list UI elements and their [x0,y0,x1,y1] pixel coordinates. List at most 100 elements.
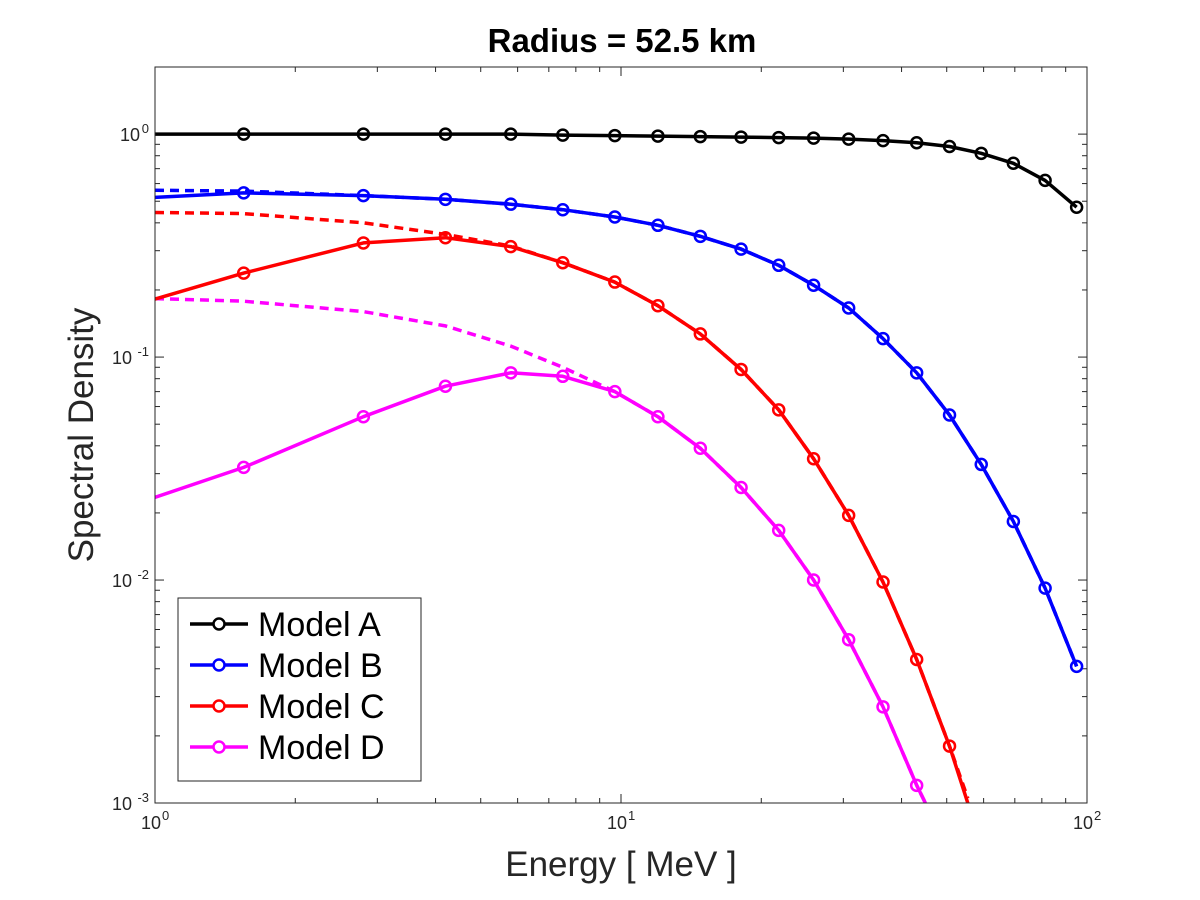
data-point-model-b [734,242,748,256]
legend-marker [212,740,226,754]
data-point-model-d [806,573,821,587]
data-point-model-c [556,255,570,270]
data-point-model-b [974,457,988,472]
legend-marker [212,617,226,631]
data-point-model-a [1069,200,1084,214]
y-tick-label-exponent: -1 [137,344,149,359]
data-point-model-a [504,127,518,141]
series-line-model-b [155,191,1079,668]
data-point-model-d [841,632,856,647]
data-point-model-a [1006,156,1021,171]
data-point-model-b [771,258,786,273]
x-tick-label: 10 [141,813,161,833]
x-tick-label: 10 [607,813,627,833]
legend-marker [212,699,226,713]
data-point-model-a [806,131,821,145]
data-point-model-c [942,739,957,753]
data-point-model-a [942,139,957,154]
data-point-model-b [942,408,957,422]
data-point-model-b [1038,581,1052,595]
data-point-model-d [556,369,570,384]
data-point-model-b [236,186,251,200]
data-point-model-a [236,127,251,141]
data-point-model-a [651,129,665,143]
data-point-model-c [876,575,890,589]
x-tick-labels: 10 0 10 1 10 2 [141,808,1101,833]
data-point-model-c [608,275,622,289]
legend-marker [212,658,226,672]
data-point-model-b [1006,514,1021,529]
data-point-model-d [236,460,251,475]
x-axis-label: Energy [ MeV ] [505,845,736,884]
data-point-model-c [504,239,518,254]
data-point-model-b [806,278,821,292]
data-point-model-b [651,218,665,233]
data-point-model-a [974,146,988,161]
markers-layer [236,127,1084,793]
data-point-model-b [876,331,890,346]
data-point-model-d [438,379,453,393]
y-tick-label-exponent: -2 [137,567,149,582]
y-tick-label-exponent: -3 [137,790,149,805]
y-tick-label: 10 [112,571,132,591]
data-point-model-d [876,700,890,714]
series-line-model-c [155,235,970,803]
data-point-model-b [693,229,708,244]
data-point-model-d [771,523,786,538]
data-point-model-c [236,266,251,280]
data-point-model-d [734,480,748,495]
data-point-model-b [356,188,371,203]
data-point-model-a [693,129,708,144]
data-point-model-a [556,128,570,142]
data-point-model-a [438,127,453,141]
data-point-model-a [734,130,748,144]
data-point-model-a [909,135,924,150]
x-tick-label-exponent: 0 [162,808,169,823]
data-point-model-c [841,508,856,523]
data-point-model-b [608,210,622,224]
data-point-model-c [909,652,924,667]
y-axis-label: Spectral Density [62,307,101,562]
data-point-model-b [909,366,924,380]
data-point-model-d [356,409,371,424]
data-point-model-a [771,130,786,145]
data-point-model-b [556,202,570,217]
data-point-model-c [438,230,453,245]
data-point-model-a [876,133,890,148]
data-point-model-d [651,409,665,424]
data-point-model-d [504,366,518,380]
data-point-model-b [841,301,856,315]
axis-ticks [154,66,1088,804]
data-point-model-c [734,362,748,377]
data-point-model-a [608,128,622,143]
data-point-model-b [1069,659,1084,674]
data-point-model-c [651,298,665,313]
series-line-model-d [155,371,927,803]
x-tick-label-exponent: 2 [1094,808,1101,823]
data-point-model-a [1038,173,1052,188]
data-point-model-d [693,441,708,456]
y-tick-label: 10 [112,794,132,814]
y-tick-label: 10 [120,125,140,145]
legend-label: Model D [258,729,385,767]
x-tick-label-exponent: 1 [628,808,635,823]
data-point-model-c [693,327,708,341]
data-point-model-a [356,127,371,141]
data-point-model-c [356,236,371,250]
legend-label: Model B [258,647,383,685]
chart-title: Radius = 52.5 km [488,22,757,59]
y-tick-label: 10 [112,348,132,368]
data-point-model-a [841,132,856,146]
legend-label: Model A [258,606,381,644]
data-point-model-d [909,778,924,793]
y-tick-label-exponent: 0 [142,121,149,136]
x-tick-label: 10 [1073,813,1093,833]
data-point-model-c [771,403,786,417]
data-point-model-c [806,451,821,466]
legend-label: Model C [258,688,385,726]
plot-frame [154,66,1088,804]
data-point-model-b [504,197,518,211]
